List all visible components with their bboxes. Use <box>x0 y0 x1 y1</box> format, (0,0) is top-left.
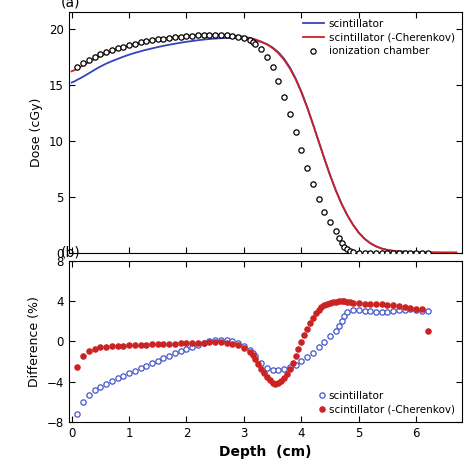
scintillator <box>373 309 379 315</box>
scintillator <box>425 309 430 314</box>
ionization chamber <box>350 249 356 255</box>
scintillator (-Cherenkov) <box>299 339 304 345</box>
scintillator (-Cherenkov) <box>336 299 341 304</box>
Line: scintillator (-Cherenkov): scintillator (-Cherenkov) <box>72 35 456 253</box>
scintillator <box>454 250 459 255</box>
Line: scintillator: scintillator <box>75 307 430 417</box>
Text: (a): (a) <box>61 0 81 9</box>
Line: scintillator: scintillator <box>72 38 456 253</box>
scintillator (-Cherenkov) <box>273 381 278 386</box>
ionization chamber <box>247 37 253 43</box>
scintillator <box>74 411 80 417</box>
Line: ionization chamber: ionization chamber <box>75 32 430 255</box>
scintillator (-Cherenkov) <box>132 41 137 47</box>
scintillator (-Cherenkov) <box>402 249 408 255</box>
scintillator (-Cherenkov) <box>391 248 396 254</box>
ionization chamber <box>74 64 80 70</box>
scintillator <box>413 308 419 313</box>
scintillator (-Cherenkov) <box>69 68 74 74</box>
Legend: scintillator, scintillator (-Cherenkov): scintillator, scintillator (-Cherenkov) <box>316 389 457 417</box>
scintillator (-Cherenkov) <box>207 32 212 38</box>
ionization chamber <box>212 32 218 37</box>
scintillator (-Cherenkov) <box>301 333 307 338</box>
scintillator (-Cherenkov) <box>384 302 390 308</box>
Text: (b): (b) <box>61 246 81 259</box>
scintillator <box>178 40 183 46</box>
Legend: scintillator, scintillator (-Cherenkov), ionization chamber: scintillator, scintillator (-Cherenkov),… <box>301 17 457 58</box>
scintillator (-Cherenkov) <box>253 36 258 42</box>
scintillator (-Cherenkov) <box>74 364 80 369</box>
scintillator <box>224 35 229 41</box>
scintillator <box>402 249 408 255</box>
ionization chamber <box>166 35 172 41</box>
scintillator <box>183 346 189 352</box>
scintillator <box>391 248 396 254</box>
scintillator (-Cherenkov) <box>178 34 183 39</box>
scintillator <box>253 37 258 43</box>
X-axis label: Depth  (cm): Depth (cm) <box>219 445 312 459</box>
ionization chamber <box>379 250 384 256</box>
scintillator (-Cherenkov) <box>419 249 425 255</box>
ionization chamber <box>190 33 195 38</box>
scintillator (-Cherenkov) <box>425 328 430 334</box>
scintillator (-Cherenkov) <box>454 250 459 255</box>
scintillator <box>132 50 137 56</box>
scintillator <box>161 355 166 361</box>
scintillator (-Cherenkov) <box>319 304 324 310</box>
scintillator <box>408 307 413 312</box>
ionization chamber <box>425 250 430 256</box>
scintillator (-Cherenkov) <box>437 250 442 255</box>
scintillator <box>69 80 74 85</box>
Y-axis label: Difference (%): Difference (%) <box>28 296 41 387</box>
scintillator (-Cherenkov) <box>310 315 316 321</box>
scintillator <box>229 338 235 344</box>
ionization chamber <box>103 49 109 55</box>
scintillator <box>419 249 425 255</box>
Y-axis label: Dose (cGy): Dose (cGy) <box>30 98 44 167</box>
scintillator <box>442 250 448 255</box>
scintillator <box>258 360 264 365</box>
Line: scintillator (-Cherenkov): scintillator (-Cherenkov) <box>75 299 430 386</box>
ionization chamber <box>241 35 247 41</box>
scintillator (-Cherenkov) <box>261 370 267 375</box>
